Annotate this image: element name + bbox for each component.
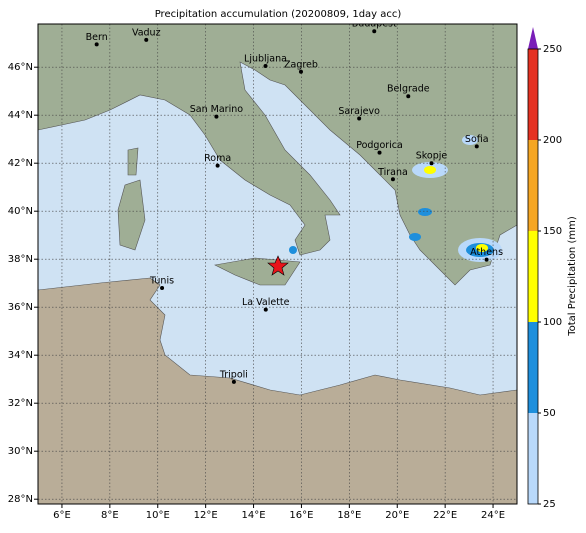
city-dot	[144, 37, 149, 42]
land-sardinia	[117, 179, 146, 251]
city-label: Belgrade	[387, 84, 430, 95]
y-tick-label: 28°N	[8, 494, 33, 505]
city-dot	[474, 144, 479, 149]
city-dot	[357, 116, 362, 121]
x-tick-label: 18°E	[337, 510, 361, 521]
colorbar-tick-label: 200	[543, 135, 562, 146]
city-dot	[94, 42, 99, 47]
map-frame	[37, 23, 518, 505]
city-dot	[429, 161, 434, 166]
y-tick-label: 34°N	[8, 350, 33, 361]
colorbar-segment	[528, 49, 538, 140]
colorbar-segment	[528, 413, 538, 504]
city-label: Tunis	[149, 276, 174, 287]
event-marker	[267, 255, 289, 276]
y-tick-label: 36°N	[8, 302, 33, 313]
city-label: Vaduz	[132, 27, 161, 38]
city-dot	[377, 150, 382, 155]
city-label: Bern	[86, 32, 108, 43]
x-tick-label: 16°E	[289, 510, 313, 521]
city-label: Skopje	[416, 151, 448, 162]
city-dot	[372, 29, 377, 34]
colorbar-segment	[528, 140, 538, 231]
city-dot	[215, 163, 220, 168]
city-dot	[263, 64, 268, 68]
city-label: Budapest	[352, 19, 397, 30]
colorbar-extend	[528, 27, 538, 49]
x-tick-label: 24°E	[481, 510, 505, 521]
city-dot	[263, 307, 268, 312]
city-label: Sarajevo	[338, 106, 380, 117]
city-label: San Marino	[190, 104, 243, 115]
city-dot	[160, 286, 165, 290]
y-tick-label: 30°N	[8, 446, 33, 457]
city-label: La Valette	[242, 297, 290, 308]
city-label: Zagreb	[284, 59, 318, 70]
y-tick-label: 38°N	[8, 254, 33, 265]
colorbar-tick-label: 50	[543, 408, 556, 419]
colorbar-tick-label: 250	[543, 44, 562, 55]
x-tick-label: 8°E	[101, 510, 119, 521]
y-tick-label: 32°N	[8, 398, 33, 409]
city-dot	[298, 69, 303, 74]
city-dot	[484, 257, 489, 262]
y-tick-label: 44°N	[8, 110, 33, 121]
x-tick-label: 14°E	[242, 510, 266, 521]
y-tick-label: 42°N	[8, 158, 33, 169]
city-label: Podgorica	[356, 140, 403, 151]
colorbar-segment	[528, 322, 538, 413]
city-label: Sofia	[465, 134, 489, 145]
city-dot	[390, 177, 395, 182]
city-label: Tripoli	[219, 369, 248, 380]
colorbar-tick-label: 25	[543, 499, 556, 510]
x-tick-label: 12°E	[194, 510, 218, 521]
colorbar-frame	[527, 48, 539, 505]
land-europe	[38, 24, 517, 286]
colorbar-label: Total Precipitation (mm)	[567, 216, 578, 337]
city-label: Athens	[470, 247, 503, 258]
colorbar-tick-label: 150	[543, 226, 562, 237]
precip-areas	[289, 135, 502, 262]
map-title: Precipitation accumulation (20200809, 1d…	[155, 9, 402, 20]
colorbar-tick-label: 100	[543, 317, 562, 328]
city-dot	[406, 94, 411, 99]
y-tick-label: 40°N	[8, 206, 33, 217]
city-label: Roma	[204, 153, 231, 164]
x-tick-label: 22°E	[433, 510, 457, 521]
city-dot	[231, 379, 236, 384]
city-label: Tirana	[377, 167, 408, 178]
x-tick-label: 10°E	[146, 510, 170, 521]
colorbar-segment	[528, 231, 538, 322]
x-tick-label: 20°E	[385, 510, 409, 521]
city-dot	[214, 114, 219, 119]
city-label: Ljubljana	[244, 54, 287, 65]
y-tick-label: 46°N	[8, 62, 33, 73]
land-corsica	[127, 147, 139, 176]
x-tick-label: 6°E	[53, 510, 71, 521]
